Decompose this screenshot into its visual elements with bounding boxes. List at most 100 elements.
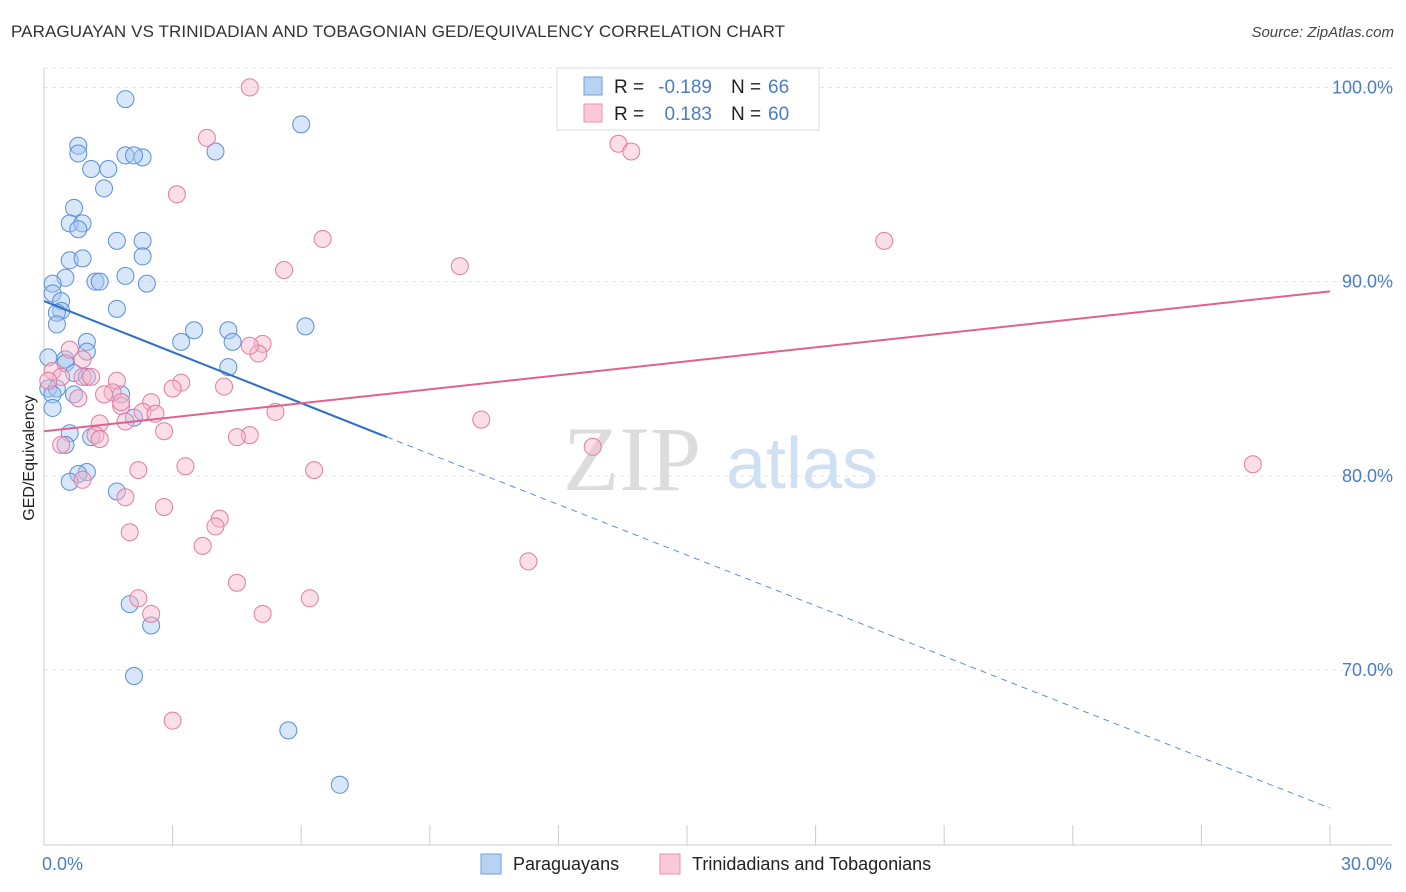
point-trinidadians — [95, 385, 114, 404]
point-trinidadians — [450, 257, 469, 276]
x-tick-label: 30.0% — [1341, 854, 1392, 874]
point-trinidadians — [176, 457, 195, 476]
stats-r-value-2: 0.183 — [664, 104, 712, 125]
point-trinidadians — [69, 389, 88, 408]
watermark-zip: ZIP — [563, 408, 701, 510]
trend-trinidadians — [43, 290, 1331, 433]
point-paraguayans — [133, 247, 152, 266]
y-tick-label: 70.0% — [1342, 660, 1393, 680]
point-paraguayans — [65, 198, 84, 217]
point-paraguayans — [69, 136, 88, 155]
point-paraguayans — [69, 220, 88, 239]
point-trinidadians — [472, 410, 491, 429]
point-trinidadians — [197, 128, 216, 147]
point-paraguayans — [219, 321, 238, 340]
point-paraguayans — [69, 144, 88, 163]
stats-r-label-1: R = — [614, 77, 644, 98]
point-paraguayans — [125, 667, 144, 686]
point-trinidadians — [227, 573, 246, 592]
point-trinidadians — [193, 536, 212, 555]
point-trinidadians — [1243, 455, 1262, 474]
chart-title: PARAGUAYAN VS TRINIDADIAN AND TOBAGONIAN… — [11, 22, 786, 41]
trend-paraguayans-extension — [386, 436, 1331, 809]
point-paraguayans — [219, 358, 238, 377]
point-trinidadians — [275, 261, 294, 280]
y-tick-label: 80.0% — [1342, 466, 1393, 486]
point-paraguayans — [133, 231, 152, 250]
point-trinidadians — [167, 185, 186, 204]
stats-swatch-paraguayans — [583, 76, 603, 96]
point-trinidadians — [142, 604, 161, 623]
point-paraguayans — [116, 90, 135, 109]
point-trinidadians — [129, 589, 148, 608]
stats-n-value-1: 66 — [768, 77, 789, 98]
point-trinidadians — [253, 604, 272, 623]
point-paraguayans — [77, 367, 96, 386]
point-paraguayans — [82, 160, 101, 179]
point-paraguayans — [43, 385, 62, 404]
point-paraguayans — [86, 272, 105, 291]
point-trinidadians — [300, 589, 319, 608]
tick-labels: 70.0% 80.0% 90.0% 100.0% 0.0% 30.0% — [42, 77, 1393, 874]
point-paraguayans — [56, 435, 75, 454]
point-paraguayans — [43, 274, 62, 293]
point-trinidadians — [82, 367, 101, 386]
point-paraguayans — [172, 332, 191, 351]
point-paraguayans — [95, 179, 114, 198]
point-paraguayans — [185, 321, 204, 340]
point-paraguayans — [330, 775, 349, 794]
point-trinidadians — [305, 461, 324, 480]
y-axis-label: GED/Equivalency — [21, 395, 38, 520]
point-paraguayans — [137, 274, 156, 293]
point-paraguayans — [206, 142, 225, 161]
stats-r-label-2: R = — [614, 104, 644, 125]
point-trinidadians — [116, 488, 135, 507]
point-trinidadians — [52, 435, 71, 454]
point-trinidadians — [129, 461, 148, 480]
trend-paraguayans — [43, 300, 388, 439]
point-paraguayans — [125, 146, 144, 165]
stats-r-value-1: -0.189 — [658, 77, 712, 98]
axes — [43, 68, 1392, 846]
point-trinidadians — [163, 379, 182, 398]
point-trinidadians — [266, 402, 285, 421]
point-trinidadians — [313, 229, 332, 248]
point-trinidadians — [215, 377, 234, 396]
y-tick-label: 100.0% — [1332, 77, 1393, 97]
watermark: ZIP atlas — [563, 408, 878, 510]
stats-legend: R = -0.189 N = 66 R = 0.183 N = 60 — [556, 67, 820, 131]
y-tick-label: 90.0% — [1342, 272, 1393, 292]
stats-swatch-trinidadians — [583, 103, 603, 123]
series-legend: Paraguayans Trinidadians and Tobagonians — [480, 853, 931, 875]
point-trinidadians — [73, 470, 92, 489]
point-paraguayans — [116, 266, 135, 285]
point-trinidadians — [112, 393, 131, 412]
point-trinidadians — [240, 78, 259, 97]
point-paraguayans — [292, 115, 311, 134]
grid — [44, 67, 1392, 671]
point-trinidadians — [622, 142, 641, 161]
point-paraguayans — [107, 299, 126, 318]
legend-swatch-paraguayans — [480, 853, 502, 875]
point-trinidadians — [163, 711, 182, 730]
legend-swatch-trinidadians — [659, 853, 681, 875]
point-trinidadians — [39, 371, 58, 390]
x-tick-label: 0.0% — [42, 854, 83, 874]
legend-label-trinidadians: Trinidadians and Tobagonians — [692, 854, 931, 874]
point-paraguayans — [296, 317, 315, 336]
stats-n-label-1: N = — [731, 77, 761, 98]
legend-label-paraguayans: Paraguayans — [513, 854, 619, 874]
point-trinidadians — [120, 523, 139, 542]
point-trinidadians — [155, 422, 174, 441]
point-trinidadians — [107, 371, 126, 390]
point-trinidadians — [155, 498, 174, 517]
point-trinidadians — [583, 437, 602, 456]
point-paraguayans — [90, 272, 109, 291]
point-trinidadians — [60, 340, 79, 359]
point-trinidadians — [519, 552, 538, 571]
point-paraguayans — [43, 398, 62, 417]
point-trinidadians — [206, 517, 225, 536]
point-trinidadians — [73, 350, 92, 369]
point-paraguayans — [47, 315, 66, 334]
